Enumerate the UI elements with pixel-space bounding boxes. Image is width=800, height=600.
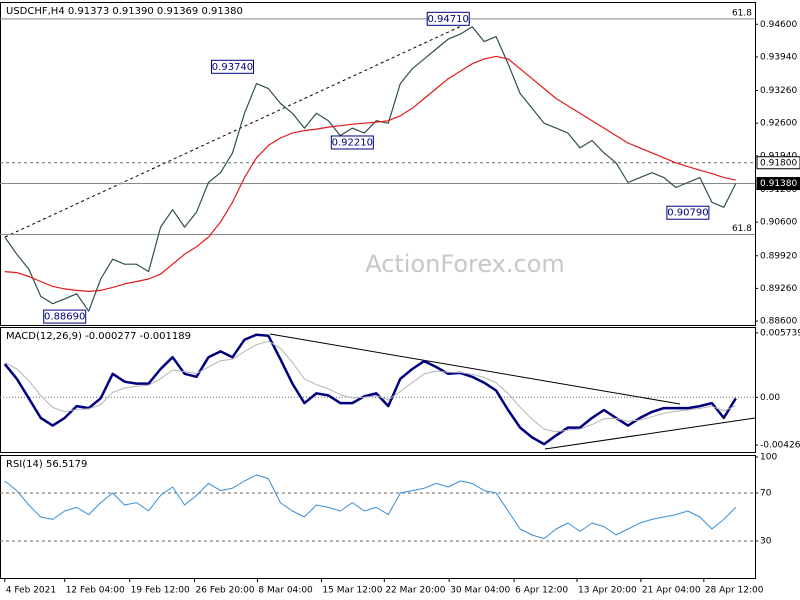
y-tick-label: 0.90600 <box>760 218 797 228</box>
price-label: 0.90790 <box>667 208 708 219</box>
x-tick-label: 30 Mar 04:00 <box>450 586 510 596</box>
y-tick-label: 0.92600 <box>760 119 797 129</box>
level-tag-label: 0.91800 <box>760 158 797 168</box>
y-tick-label: 0.89260 <box>760 284 797 294</box>
panel-frame <box>0 327 756 453</box>
price-label: 0.94710 <box>428 14 469 25</box>
y-tick-label: 100 <box>760 453 777 463</box>
price-box <box>210 59 254 74</box>
y-tick-label: 0.005739 <box>760 328 800 338</box>
panel-frame <box>0 2 756 326</box>
x-tick-label: 4 Feb 2021 <box>6 586 56 596</box>
level-tag <box>756 177 800 191</box>
series-line <box>4 340 736 433</box>
y-tick-label: 0.00 <box>760 393 780 403</box>
trend-line <box>4 21 471 238</box>
panel-frame <box>0 455 756 579</box>
trend-line <box>544 417 756 450</box>
y-tick-label: 0.93940 <box>760 52 797 62</box>
price-box <box>330 135 374 150</box>
x-tick-label: 6 Apr 12:00 <box>515 586 568 596</box>
level-tag-label: 0.91380 <box>760 179 797 189</box>
y-tick-label: 30 <box>760 537 772 547</box>
level-tag <box>756 156 800 170</box>
y-tick-label: 0.88600 <box>760 317 797 327</box>
y-tick-label: -0.004261 <box>760 441 800 451</box>
x-tick-label: 8 Mar 04:00 <box>258 586 313 596</box>
price-box <box>426 11 470 26</box>
x-tick-label: 26 Feb 20:00 <box>196 586 255 596</box>
series-line <box>4 26 737 312</box>
level-label: 61.8 <box>732 224 752 234</box>
panel-title: RSI(14) 56.5179 <box>6 459 87 470</box>
watermark: ActionForex.com <box>365 250 565 278</box>
price-box <box>43 309 87 324</box>
x-tick-label: 22 Mar 20:00 <box>385 586 445 596</box>
x-tick-label: 15 Mar 12:00 <box>322 586 382 596</box>
x-tick-label: 19 Feb 12:00 <box>131 586 190 596</box>
series-line <box>4 474 737 540</box>
x-tick-label: 12 Feb 04:00 <box>66 586 125 596</box>
level-label: 61.8 <box>732 8 752 18</box>
y-tick-label: 70 <box>760 489 772 499</box>
price-label: 0.92210 <box>332 137 373 148</box>
x-tick-label: 13 Apr 20:00 <box>578 586 637 596</box>
panel-title: MACD(12,26,9) -0.000277 -0.001189 <box>6 331 191 342</box>
y-tick-label: 0.93260 <box>760 86 797 96</box>
series-line <box>3 333 737 446</box>
y-tick-label: 0.89920 <box>760 251 797 261</box>
price-label: 0.93740 <box>212 62 253 73</box>
panel-title: USDCHF,H4 0.91373 0.91390 0.91369 0.9138… <box>6 6 243 17</box>
price-label: 0.88690 <box>44 312 85 323</box>
y-tick-label: 0.94600 <box>760 20 797 30</box>
trend-line <box>269 333 681 405</box>
x-tick-label: 21 Apr 04:00 <box>642 586 701 596</box>
x-tick-label: 28 Apr 12:00 <box>705 586 764 596</box>
series-line <box>4 55 736 292</box>
price-box <box>666 205 710 220</box>
